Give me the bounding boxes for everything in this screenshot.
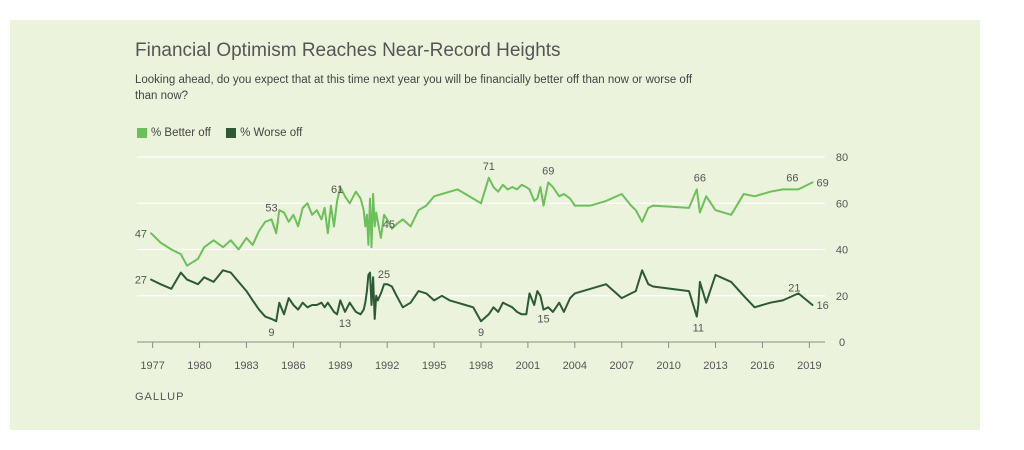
legend-label-better: % Better off (151, 127, 211, 139)
x-tick-label: 1992 (375, 360, 399, 372)
chart-title: Financial Optimism Reaches Near-Record H… (135, 40, 561, 61)
x-tick-label: 1989 (328, 360, 352, 372)
data-label: 47 (135, 228, 147, 240)
data-label: 9 (478, 327, 484, 339)
data-label: 69 (542, 165, 554, 177)
data-label: 66 (786, 172, 798, 184)
data-label: 69 (816, 177, 828, 189)
chart-subtitle: Looking ahead, do you expect that at thi… (135, 74, 693, 102)
legend-item-better[interactable]: % Better off (137, 127, 211, 139)
x-tick-label: 1977 (140, 360, 164, 372)
legend-swatch-worse (226, 128, 237, 138)
data-label: 45 (383, 219, 395, 231)
y-tick-label: 80 (836, 152, 848, 164)
data-label: 25 (378, 269, 390, 281)
x-tick-label: 2016 (750, 360, 774, 372)
x-tick-label: 2001 (516, 360, 540, 372)
x-tick-label: 1983 (234, 360, 258, 372)
x-tick-label: 1986 (281, 360, 305, 372)
data-label: 15 (537, 313, 549, 325)
x-tick-label: 1998 (469, 360, 493, 372)
x-tick-label: 2007 (609, 360, 633, 372)
series-line-worse-off (150, 269, 814, 323)
legend-label-worse: % Worse off (240, 127, 303, 139)
y-tick-label: 40 (836, 245, 848, 257)
data-label: 27 (135, 275, 147, 287)
legend-item-worse[interactable]: % Worse off (226, 127, 302, 139)
chart-legend: % Better off % Worse off (137, 127, 314, 141)
source-credit: GALLUP (135, 391, 185, 403)
y-tick-label: 60 (836, 198, 848, 210)
data-label: 11 (693, 323, 704, 335)
data-label: 21 (788, 282, 800, 294)
data-label: 13 (339, 318, 351, 330)
series-line-better-off (150, 176, 814, 267)
chart-panel (10, 20, 980, 430)
data-label: 71 (483, 161, 495, 173)
legend-swatch-better (137, 128, 147, 138)
x-tick-label: 2010 (656, 360, 680, 372)
data-label: 53 (265, 202, 277, 214)
data-label: 16 (816, 300, 828, 312)
y-tick-label: 20 (836, 291, 848, 303)
data-label: 61 (331, 184, 343, 196)
x-tick-label: 1995 (422, 360, 446, 372)
data-label: 66 (694, 172, 706, 184)
data-label: 9 (268, 327, 274, 339)
x-tick-label: 2013 (703, 360, 727, 372)
y-tick-label: 0 (839, 337, 845, 349)
x-tick-label: 2019 (797, 360, 821, 372)
x-tick-label: 2004 (563, 360, 587, 372)
x-tick-label: 1980 (187, 360, 211, 372)
